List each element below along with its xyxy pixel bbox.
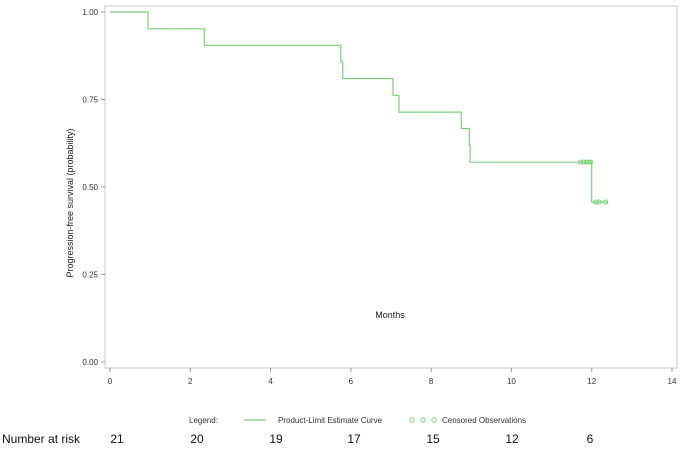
legend-item-censored: Censored Observations: [442, 416, 526, 425]
censor-marker: [588, 159, 594, 165]
censored-group: [577, 159, 609, 205]
legend-item-estimate: Product-Limit Estimate Curve: [278, 416, 383, 425]
y-axis: 0.00 0.25 0.50 0.75 1.00: [82, 8, 105, 367]
y-tick-label: 0.00: [82, 358, 98, 367]
censor-marker: [586, 159, 592, 165]
series-group: [110, 11, 608, 203]
x-tick-label: 6: [349, 377, 354, 386]
risk-value: 15: [426, 432, 440, 446]
survival-curve: [110, 11, 608, 203]
legend-title: Legend:: [189, 416, 218, 425]
censor-marker: [596, 199, 602, 205]
legend-censor-swatch: [420, 417, 426, 423]
risk-value: 20: [190, 432, 204, 446]
censor-marker: [593, 199, 599, 205]
y-tick-label: 0.25: [82, 271, 98, 280]
risk-value: 17: [347, 432, 361, 446]
x-tick-label: 4: [268, 377, 273, 386]
y-tick-label: 1.00: [82, 8, 98, 17]
legend: Legend: Product-Limit Estimate Curve Cen…: [189, 416, 526, 425]
x-tick-label: 2: [188, 377, 193, 386]
risk-value: 6: [587, 432, 594, 446]
x-tick-label: 8: [429, 377, 434, 386]
censor-marker: [603, 199, 609, 205]
legend-censor-swatch: [431, 417, 437, 423]
y-tick-label: 0.75: [82, 96, 98, 105]
risk-value: 19: [269, 432, 283, 446]
risk-values: 21 20 19 17 15 12 6: [110, 432, 593, 446]
x-tick-label: 14: [668, 377, 677, 386]
risk-table-label: Number at risk: [2, 432, 81, 446]
censor-marker: [581, 159, 587, 165]
x-tick-label: 0: [108, 377, 113, 386]
x-tick-label: 12: [587, 377, 596, 386]
x-tick-label: 10: [507, 377, 516, 386]
y-tick-label: 0.50: [82, 183, 98, 192]
y-axis-title: Progression-free survival (probability): [65, 128, 75, 277]
x-axis-title: Months: [375, 310, 405, 320]
risk-table: Number at risk 21 20 19 17 15 12 6: [2, 432, 594, 446]
censor-marker: [577, 159, 583, 165]
x-axis: 0 2 4 6 8 10 12 14: [108, 368, 677, 386]
risk-value: 12: [505, 432, 519, 446]
legend-censor-swatch: [409, 417, 415, 423]
risk-value: 21: [110, 432, 124, 446]
